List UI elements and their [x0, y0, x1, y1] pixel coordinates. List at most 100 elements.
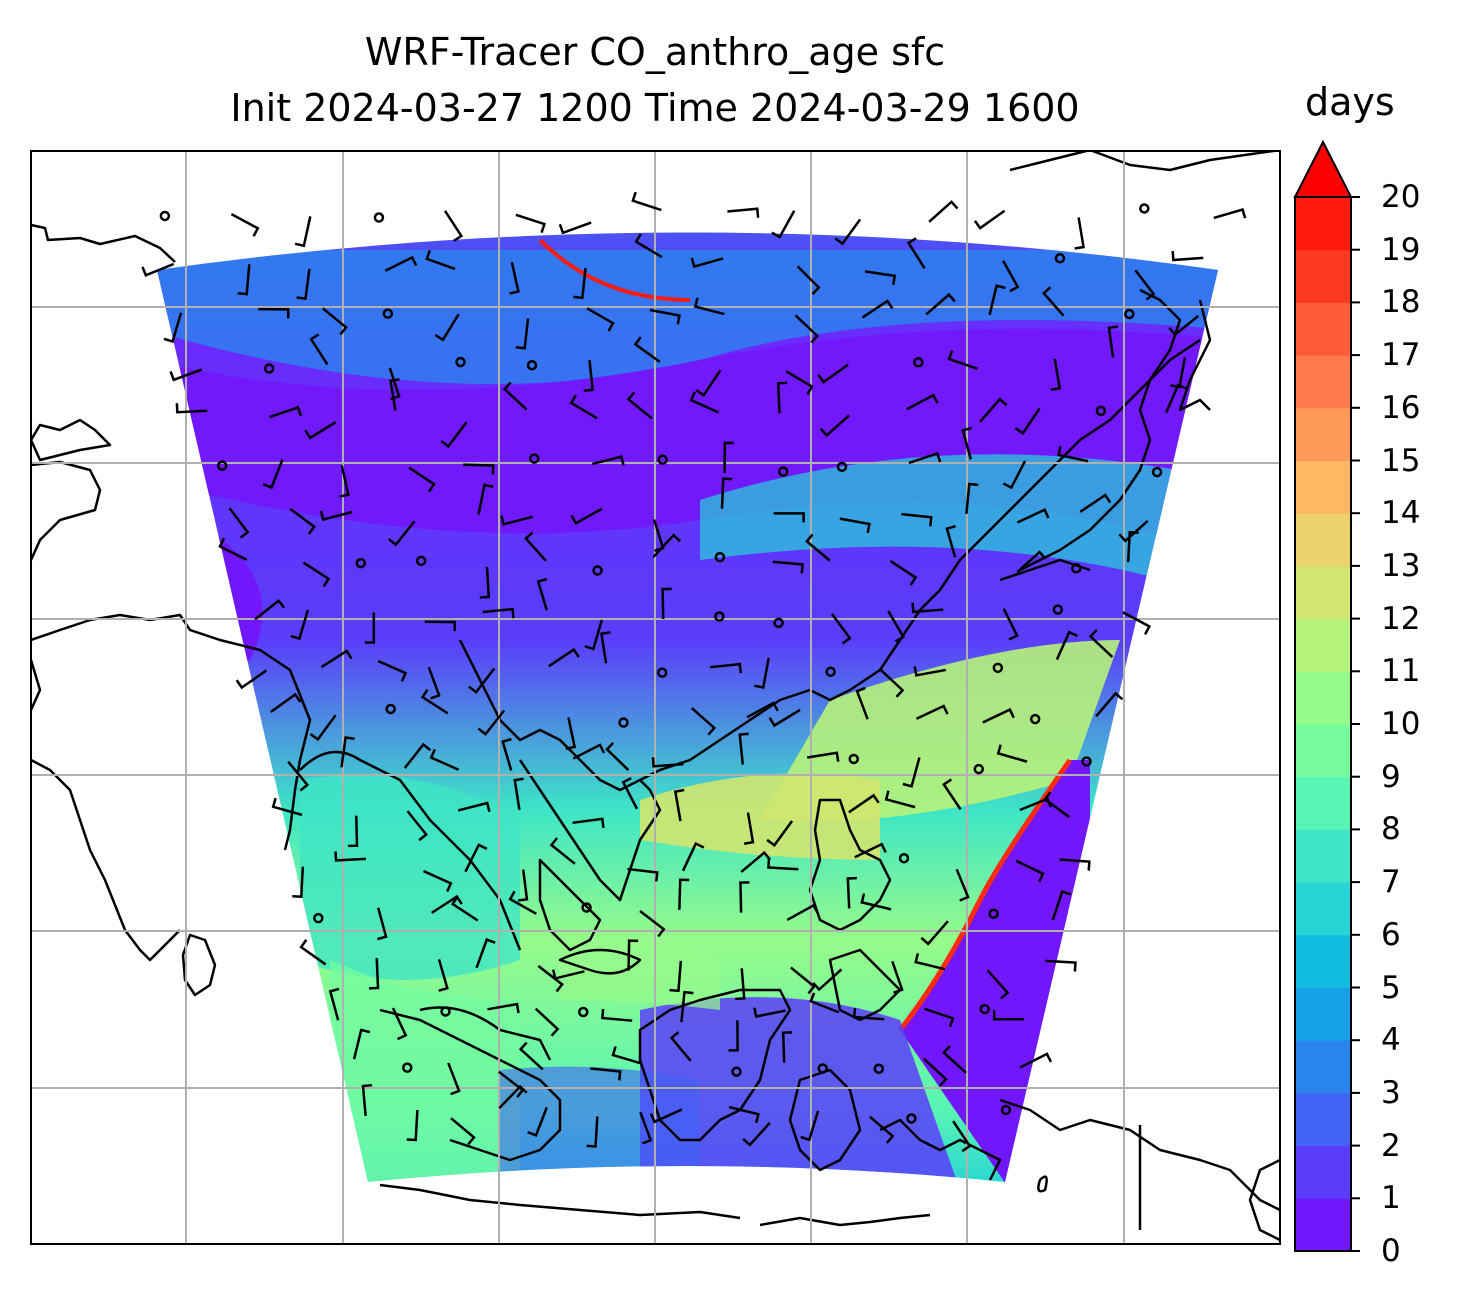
- wind-barb: [854, 842, 887, 859]
- calm-wind-marker: [913, 357, 924, 368]
- wind-barb: [290, 609, 310, 641]
- wind-barb: [271, 797, 303, 817]
- wind-barb: [1050, 358, 1062, 391]
- wind-barb: [477, 709, 506, 736]
- wind-barb: [773, 512, 805, 523]
- wind-barb: [908, 451, 942, 465]
- wind-barb: [1165, 383, 1187, 414]
- wind-barb: [817, 363, 849, 384]
- wind-barb: [425, 249, 456, 271]
- wind-barb: [1213, 208, 1247, 220]
- wind-barb: [621, 776, 639, 810]
- wind-barb: [339, 465, 350, 498]
- wind-barb: [634, 233, 663, 259]
- wind-barb: [639, 909, 666, 938]
- calm-wind-marker: [825, 666, 836, 677]
- calm-wind-marker: [592, 565, 603, 576]
- calm-wind-marker: [1095, 405, 1107, 417]
- wind-barb: [513, 777, 524, 811]
- wind-barb: [1168, 314, 1200, 337]
- wind-barb: [800, 1110, 820, 1142]
- wind-barb: [235, 669, 268, 690]
- calm-wind-marker: [216, 460, 228, 471]
- colorbar-tick-label: 14: [1381, 495, 1421, 532]
- wind-barb: [509, 261, 520, 295]
- wind-barb: [487, 1002, 520, 1014]
- wind-barb: [406, 1109, 419, 1142]
- wind-barb: [781, 1031, 793, 1063]
- wind-barb: [693, 297, 725, 316]
- wind-barb: [218, 537, 248, 561]
- wind-barb: [1057, 445, 1089, 463]
- colorbar-segment: [1295, 460, 1351, 514]
- wind-barb: [328, 987, 340, 1021]
- calm-wind-marker: [731, 1066, 742, 1077]
- wind-barb: [501, 737, 513, 771]
- colorbar-segment: [1295, 934, 1351, 988]
- wind-barb: [855, 686, 869, 720]
- wind-barb: [534, 1007, 560, 1037]
- wind-barb: [649, 1108, 683, 1124]
- wind-barb: [772, 560, 804, 574]
- wind-barb: [586, 1116, 599, 1148]
- wind-barb: [743, 812, 755, 845]
- wind-barb: [1134, 269, 1156, 301]
- colorbar-tick-label: 7: [1381, 864, 1401, 901]
- wind-barb: [605, 741, 630, 772]
- wind-barb: [928, 200, 959, 223]
- colorbar-segment: [1295, 1040, 1351, 1094]
- wind-barb: [631, 191, 662, 212]
- wind-barb: [163, 312, 183, 343]
- wind-barb: [169, 368, 203, 382]
- wind-barb: [287, 760, 310, 792]
- wind-barb: [447, 1062, 461, 1096]
- wind-barb: [742, 1121, 771, 1147]
- wind-barb: [1122, 611, 1152, 635]
- colorbar-tick-label: 2: [1381, 1127, 1401, 1164]
- wind-barb: [767, 858, 799, 871]
- wind-barb: [861, 299, 894, 319]
- wind-barb: [450, 1117, 476, 1146]
- wind-barb: [1095, 691, 1124, 718]
- wind-barb: [309, 714, 337, 742]
- calm-wind-marker: [1139, 203, 1150, 214]
- wind-barb: [424, 620, 457, 632]
- wind-barb: [230, 212, 260, 237]
- wind-barb: [319, 510, 353, 521]
- colorbar-segment: [1295, 987, 1351, 1041]
- wind-barb: [746, 701, 779, 719]
- colorbar-segment: [1295, 355, 1351, 409]
- map-frame: [30, 150, 1281, 1245]
- wind-barb: [988, 284, 1006, 316]
- colorbar-tick-label: 12: [1381, 600, 1421, 637]
- calm-wind-marker: [1071, 563, 1082, 574]
- calm-wind-marker: [656, 667, 668, 678]
- colorbar-tick-label: 10: [1381, 706, 1421, 742]
- wind-barb: [891, 960, 904, 994]
- wind-barb: [1043, 791, 1070, 819]
- wind-barb: [819, 414, 850, 438]
- wind-barb: [270, 692, 302, 713]
- colorbar-unit-label: days: [1305, 80, 1395, 124]
- wind-barb: [1045, 959, 1077, 972]
- wind-barb: [361, 1083, 373, 1116]
- wind-barb: [868, 1115, 895, 1144]
- wind-barb: [1015, 859, 1045, 883]
- wind-barb: [690, 707, 717, 736]
- calm-wind-marker: [777, 466, 789, 477]
- wind-barb: [864, 270, 897, 286]
- calm-wind-marker: [1151, 466, 1163, 478]
- wind-barb: [299, 939, 327, 966]
- wind-barb: [906, 237, 926, 269]
- wind-barb: [1170, 357, 1187, 389]
- wind-barb: [508, 890, 537, 915]
- wind-barb: [468, 667, 496, 694]
- wind-barb: [570, 507, 603, 525]
- wind-barb: [627, 939, 639, 971]
- wind-barb: [979, 397, 1008, 423]
- colorbar-segment: [1295, 197, 1351, 251]
- wind-barb: [320, 649, 353, 669]
- wind-barb: [627, 867, 659, 882]
- wind-barb: [860, 893, 892, 911]
